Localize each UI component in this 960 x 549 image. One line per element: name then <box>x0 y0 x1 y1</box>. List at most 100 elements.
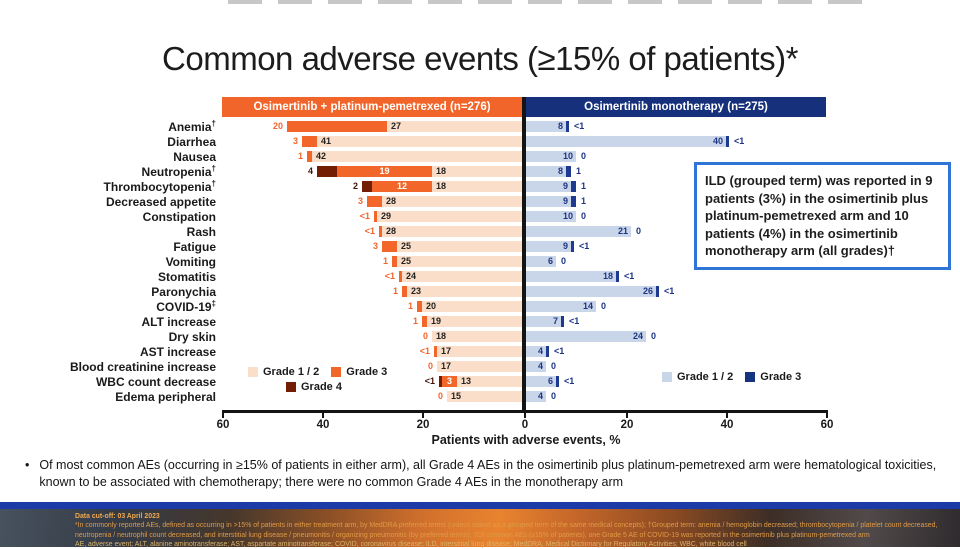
left-arm-bar: 1 19 <box>222 316 522 327</box>
axis-tick-mark <box>726 413 728 418</box>
grade12-value-label: 28 <box>386 196 397 206</box>
grade3-bar-segment <box>302 136 317 147</box>
grade12-bar-segment: 26 <box>526 286 656 297</box>
grade3-value-label: <1 <box>359 211 370 221</box>
grade3-value-label: 1 <box>407 301 413 311</box>
ae-row: Fatigue 3 25 9 <1 <box>0 239 960 254</box>
left-arm-header: Osimertinib + platinum-pemetrexed (n=276… <box>222 97 522 117</box>
left-arm-bar: 3 41 <box>222 136 522 147</box>
axis-tick-mark <box>422 413 424 418</box>
cropped-text-strip <box>228 0 864 4</box>
right-arm-header: Osimertinib monotherapy (n=275) <box>526 97 826 117</box>
grade3-value-label: <1 <box>384 271 395 281</box>
footnote-band: Data cut-off: 03 April 2023 *In commonly … <box>0 509 960 548</box>
grade3-bar-segment <box>546 346 549 357</box>
category-label: Decreased appetite <box>105 194 216 209</box>
grade3-value-label: 1 <box>297 151 303 161</box>
grade12-bar-segment: 4 <box>526 346 546 357</box>
right-arm-bar: 7 <1 <box>526 316 826 327</box>
axis-tick-label: 60 <box>820 419 834 431</box>
category-label: Blood creatinine increase <box>69 359 216 374</box>
ae-row: ALT increase 1 19 7 <1 <box>0 314 960 329</box>
footnote-line: *In commonly reported AEs, defined as oc… <box>75 522 938 530</box>
grade12-value-label: 13 <box>461 376 472 386</box>
category-label: Rash <box>186 224 216 239</box>
grade12-bar-segment: 28 <box>382 196 522 207</box>
grade12-value-label: 18 <box>436 166 447 176</box>
category-label: Edema peripheral <box>115 389 216 404</box>
grade3-value-label: 1 <box>392 286 398 296</box>
category-label: Vomiting <box>165 254 216 269</box>
grade12-bar-segment: 23 <box>407 286 522 297</box>
ae-row: Rash <1 28 21 0 <box>0 224 960 239</box>
grade3-value-label: <1 <box>419 346 430 356</box>
axis-tick-label: 40 <box>720 419 734 431</box>
ae-row: Neutropenia† 4 19 18 8 1 <box>0 164 960 179</box>
grade3-bar-segment <box>402 286 407 297</box>
grade3-value-label: 0 <box>561 256 567 266</box>
grade3-bar-segment <box>422 316 427 327</box>
grade3-value-label: 1 <box>581 181 587 191</box>
category-label: ALT increase <box>141 314 216 329</box>
ae-row: Blood creatinine increase 0 17 4 0 <box>0 359 960 374</box>
grade3-bar-segment <box>399 271 402 282</box>
grade12-value-label: 28 <box>386 226 397 236</box>
grade3-bar-segment <box>571 181 576 192</box>
category-label: Neutropenia† <box>141 164 216 179</box>
right-arm-bar: 21 0 <box>526 226 826 237</box>
x-axis-line <box>222 410 828 413</box>
grade3-value-label: 12 <box>396 181 407 191</box>
grade3-value-label: 0 <box>427 361 433 371</box>
axis-tick-label: 0 <box>521 419 529 431</box>
grade3-right-swatch-icon <box>745 372 756 382</box>
grade12-value-label: 24 <box>406 271 417 281</box>
grade3-value-label: <1 <box>579 241 590 251</box>
category-label: Anemia† <box>168 119 216 134</box>
right-arm-bar: 10 0 <box>526 211 826 222</box>
legend-label-grade4-left: Grade 4 <box>301 380 342 393</box>
left-arm-bar: 3 25 <box>222 241 522 252</box>
grade12-bar-segment: 15 <box>447 391 522 402</box>
grade3-bar-segment <box>392 256 397 267</box>
legend-label-grade12-left: Grade 1 / 2 <box>263 365 320 378</box>
category-label: Nausea <box>173 149 216 164</box>
ae-row: AST increase <1 17 4 <1 <box>0 344 960 359</box>
grade12-bar-segment: 18 <box>432 331 522 342</box>
axis-tick-label: 20 <box>620 419 634 431</box>
grade3-value-label: 0 <box>601 301 607 311</box>
axis-tick-mark <box>524 413 526 418</box>
grade12-bar-segment: 25 <box>397 256 522 267</box>
right-legend: Grade 1 / 2 Grade 3 <box>662 371 801 383</box>
grade3-value-label: <1 <box>664 286 675 296</box>
grade3-bar-segment <box>307 151 312 162</box>
ae-row: Vomiting 1 25 6 0 <box>0 254 960 269</box>
grade12-value-label: 9 <box>562 181 568 191</box>
right-arm-bar: 26 <1 <box>526 286 826 297</box>
bullet-marker: • <box>25 458 30 472</box>
left-arm-bar: <1 17 <box>222 346 522 357</box>
grade3-value-label: 3 <box>446 376 452 386</box>
grade4-bar-segment <box>439 376 442 387</box>
grade12-bar-segment: 8 <box>526 121 566 132</box>
right-arm-bar: 4 <1 <box>526 346 826 357</box>
ae-row: Anemia† 20 27 8 <1 <box>0 119 960 134</box>
ae-row: Diarrhea 3 41 40 <1 <box>0 134 960 149</box>
grade12-value-label: 8 <box>557 166 563 176</box>
ae-row: Constipation <1 29 10 0 <box>0 209 960 224</box>
grade12-bar-segment: 4 <box>526 361 546 372</box>
grade3-value-label: <1 <box>364 226 375 236</box>
grade12-value-label: 10 <box>562 211 573 221</box>
grade3-value-label: 0 <box>551 361 557 371</box>
left-arm-bar: 1 20 <box>222 301 522 312</box>
grade12-value-label: 18 <box>436 331 447 341</box>
ae-row: Thrombocytopenia† 2 12 18 9 1 <box>0 179 960 194</box>
grade12-value-label: 40 <box>712 136 723 146</box>
category-label: Stomatitis <box>157 269 216 284</box>
grade3-bar-segment <box>556 376 559 387</box>
grade3-value-label: 0 <box>437 391 443 401</box>
grade12-value-label: 17 <box>441 361 452 371</box>
left-arm-bar: 3 28 <box>222 196 522 207</box>
category-label: Diarrhea <box>167 134 216 149</box>
